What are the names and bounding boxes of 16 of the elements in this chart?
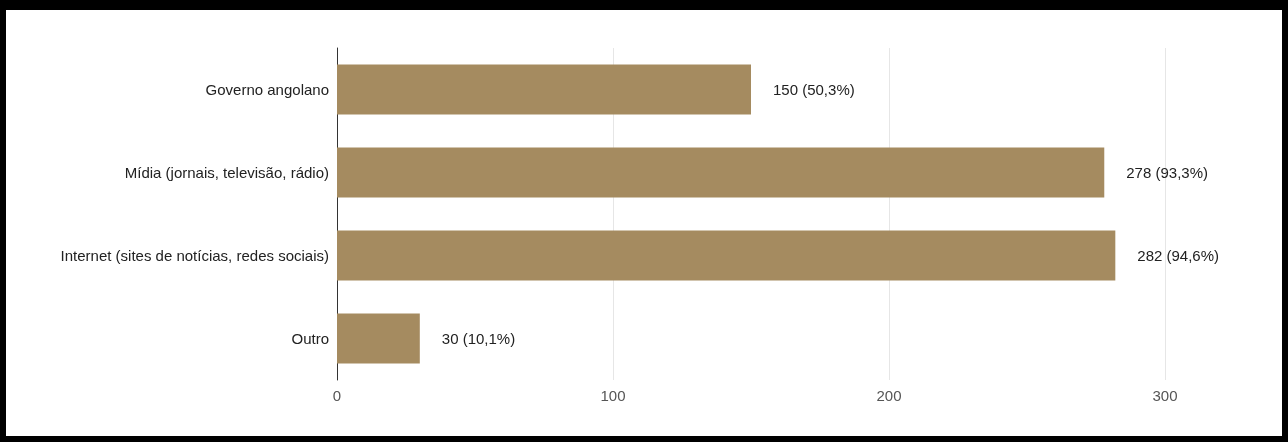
data-label: 150 (50,3%) bbox=[773, 81, 855, 98]
x-tick-label: 100 bbox=[600, 387, 626, 404]
bar bbox=[337, 64, 751, 115]
data-label: 278 (93,3%) bbox=[1126, 164, 1208, 181]
data-label: 282 (94,6%) bbox=[1137, 247, 1220, 264]
x-tick-label: 300 bbox=[1152, 387, 1178, 404]
x-tick-label: 0 bbox=[332, 387, 342, 404]
y-tick-label: Outro bbox=[291, 330, 329, 347]
bar bbox=[337, 147, 1105, 198]
y-tick-label: Internet (sites de notícias, redes sociais) bbox=[60, 247, 329, 264]
bar bbox=[337, 230, 1116, 281]
bar bbox=[337, 313, 420, 364]
data-label: 30 (10,1%) bbox=[441, 330, 516, 347]
y-tick-label: Mídia (jornais, televisão, rádio) bbox=[124, 164, 329, 181]
x-tick-label: 200 bbox=[876, 387, 902, 404]
y-tick-label: Governo angolano bbox=[205, 81, 329, 98]
